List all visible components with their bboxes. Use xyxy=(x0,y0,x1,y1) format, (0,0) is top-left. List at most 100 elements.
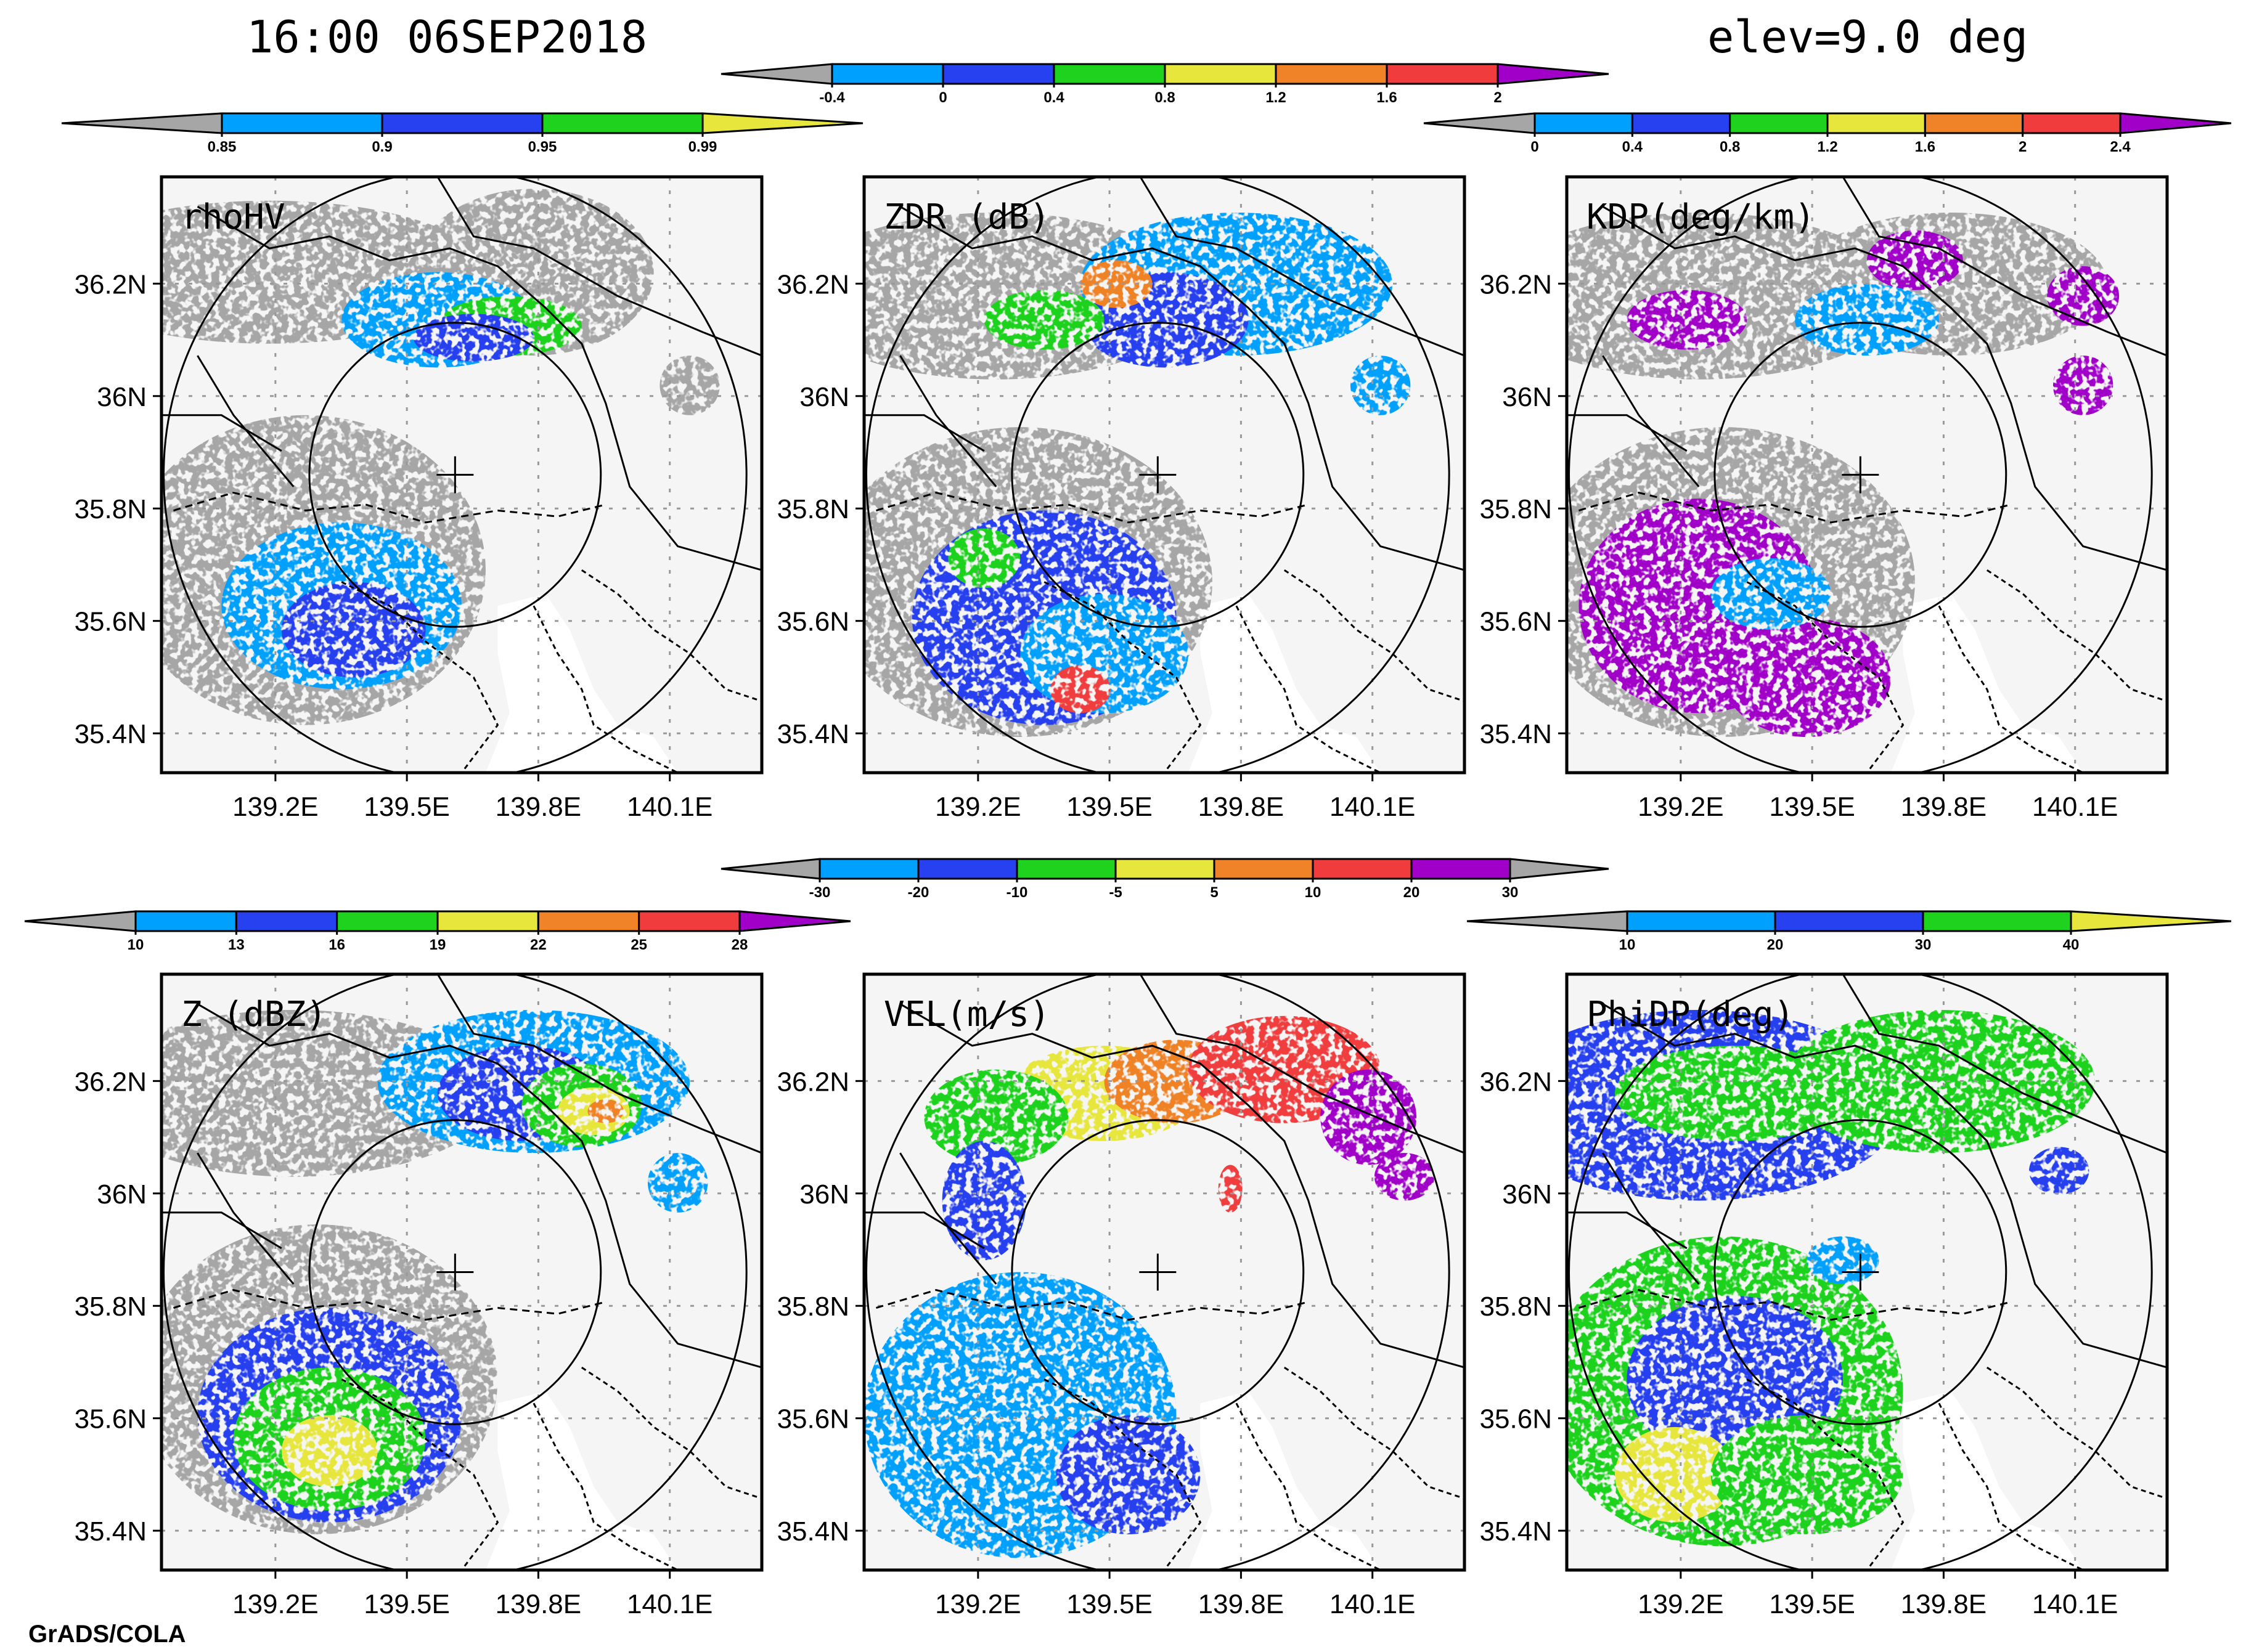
boundary-line xyxy=(197,1003,762,1369)
boundary-line xyxy=(876,491,1309,524)
sea-area xyxy=(1188,1391,1381,1570)
echo-cell xyxy=(414,314,534,362)
boundary-line xyxy=(1139,177,1464,357)
colorbar-tick-label: -5 xyxy=(1109,884,1122,901)
sea-area xyxy=(1188,593,1381,773)
colorbar-swatch xyxy=(1533,112,1633,134)
boundary-line xyxy=(1567,414,1688,452)
echo-cell xyxy=(1723,617,1891,737)
colorbar-swatch xyxy=(221,112,383,134)
colorbar-tick-label: 13 xyxy=(228,937,245,953)
panel-kdp: KDP(deg/km) 139.2E 139.5E 139.8E 140.1E 36.2N… xyxy=(1480,175,2169,822)
x-axis-label: 139.2E xyxy=(935,1589,1021,1619)
echo-cell xyxy=(1320,1069,1417,1165)
colorbar-tick-label: 10 xyxy=(128,937,144,953)
echo-cell xyxy=(660,356,720,415)
y-axis-label: 36N xyxy=(1502,1179,1552,1210)
range-ring xyxy=(308,322,602,628)
colorbar-swatch xyxy=(1016,858,1117,880)
boundary-line xyxy=(1602,1152,1700,1285)
echo-field xyxy=(1567,1010,2096,1547)
x-axis-label: 140.1E xyxy=(627,1589,713,1619)
range-ring xyxy=(1011,322,1305,628)
header-elevation: elev=9.0 deg xyxy=(1707,11,2028,63)
coastline xyxy=(1283,569,1464,702)
coastline xyxy=(1235,1402,1381,1570)
range-ring xyxy=(163,177,748,773)
panel-zdr: ZDR (dB) 139.2E 139.5E 139.8E 140.1E 36.2N 36N… xyxy=(777,175,1466,822)
colorbar-swatch xyxy=(1774,910,1924,932)
echo-field xyxy=(161,189,720,725)
x-axis-label: 139.2E xyxy=(1638,792,1723,822)
echo-cell xyxy=(1710,1415,1903,1534)
echo-cell xyxy=(1867,230,1963,290)
x-axis-label: 140.1E xyxy=(1329,792,1415,822)
y-axis-label: 36N xyxy=(97,382,147,412)
boundary-line xyxy=(1578,1288,2012,1321)
x-axis-label: 140.1E xyxy=(1329,1589,1415,1619)
colorbar-tick-label: 30 xyxy=(1502,884,1519,901)
echo-cell xyxy=(1614,1426,1735,1523)
colorbar-tick-label: 16 xyxy=(329,937,345,953)
echo-cell xyxy=(2052,356,2113,415)
colorbar-swatch xyxy=(831,63,944,85)
colorbar-tick-label: 40 xyxy=(2063,937,2080,953)
y-axis-label: 35.4N xyxy=(75,1516,147,1547)
x-axis-label: 139.5E xyxy=(1769,1589,1855,1619)
echo-cell xyxy=(647,1153,708,1213)
footer-credit: GrADS/COLA xyxy=(28,1621,186,1648)
y-axis-label: 36N xyxy=(799,1179,849,1210)
echo-cell xyxy=(2047,266,2120,326)
boundary-line xyxy=(1602,1003,2167,1369)
range-ring xyxy=(865,177,1450,773)
y-axis-label: 35.6N xyxy=(777,1404,849,1434)
boundary-line xyxy=(197,355,295,487)
x-axis-label: 139.8E xyxy=(496,792,581,822)
y-axis-label: 35.6N xyxy=(1480,1404,1552,1434)
boundary-line xyxy=(1567,1211,1688,1250)
colorbar-rhohv: 0.85 0.9 0.95 0.99 xyxy=(61,112,864,155)
y-axis-label: 36N xyxy=(799,382,849,412)
coastline xyxy=(341,581,499,773)
colorbar-left-arrow xyxy=(721,858,821,880)
y-axis-label: 35.4N xyxy=(1480,719,1552,749)
colorbar-right-arrow xyxy=(2119,112,2232,134)
colorbar-tick-label: 0.4 xyxy=(1043,89,1064,106)
y-axis-label: 36N xyxy=(1502,382,1552,412)
colorbar-tick-label: 2 xyxy=(2019,139,2027,155)
y-axis-label: 35.4N xyxy=(1480,1516,1552,1547)
colorbar-zdr: -0.4 0 0.4 0.8 1.2 1.6 2 xyxy=(721,63,1609,106)
coastline xyxy=(1043,1378,1202,1570)
panel-frame xyxy=(1565,175,2169,775)
sea-area xyxy=(485,1391,678,1570)
y-axis-label: 35.8N xyxy=(75,494,147,524)
colorbar-swatch xyxy=(1631,112,1731,134)
echo-cell xyxy=(1795,284,1939,356)
panel-vel: VEL(m/s) 139.2E 139.5E 139.8E 140.1E 36.2N 36N… xyxy=(777,972,1466,1619)
boundary-line xyxy=(1602,355,1700,487)
colorbar-tick-label: 0.9 xyxy=(372,139,392,155)
boundary-line xyxy=(1842,974,2167,1154)
boundary-line xyxy=(197,1152,295,1285)
panel-frame xyxy=(160,972,764,1572)
boundary-line xyxy=(1602,206,2167,571)
sea-area xyxy=(1890,593,2083,773)
y-axis-label: 35.8N xyxy=(1480,494,1552,524)
echo-cell xyxy=(587,1099,624,1123)
y-axis-label: 35.8N xyxy=(777,1292,849,1322)
echo-field xyxy=(864,1015,1435,1558)
range-ring xyxy=(865,974,1450,1570)
colorbar-tick-label: 20 xyxy=(1767,937,1784,953)
colorbar-swatch xyxy=(1626,910,1776,932)
coastline xyxy=(1938,605,2084,773)
colorbar-swatch xyxy=(638,910,741,932)
boundary-line xyxy=(161,414,282,452)
coastline xyxy=(1235,605,1381,773)
colorbar-left-arrow xyxy=(1466,910,1628,932)
colorbar-swatch xyxy=(1410,858,1511,880)
boundary-line xyxy=(899,1003,1464,1369)
coastline xyxy=(1283,1366,1464,1500)
echo-cell xyxy=(1783,1010,2096,1154)
echo-field xyxy=(864,213,1411,737)
y-axis-label: 35.8N xyxy=(75,1292,147,1322)
